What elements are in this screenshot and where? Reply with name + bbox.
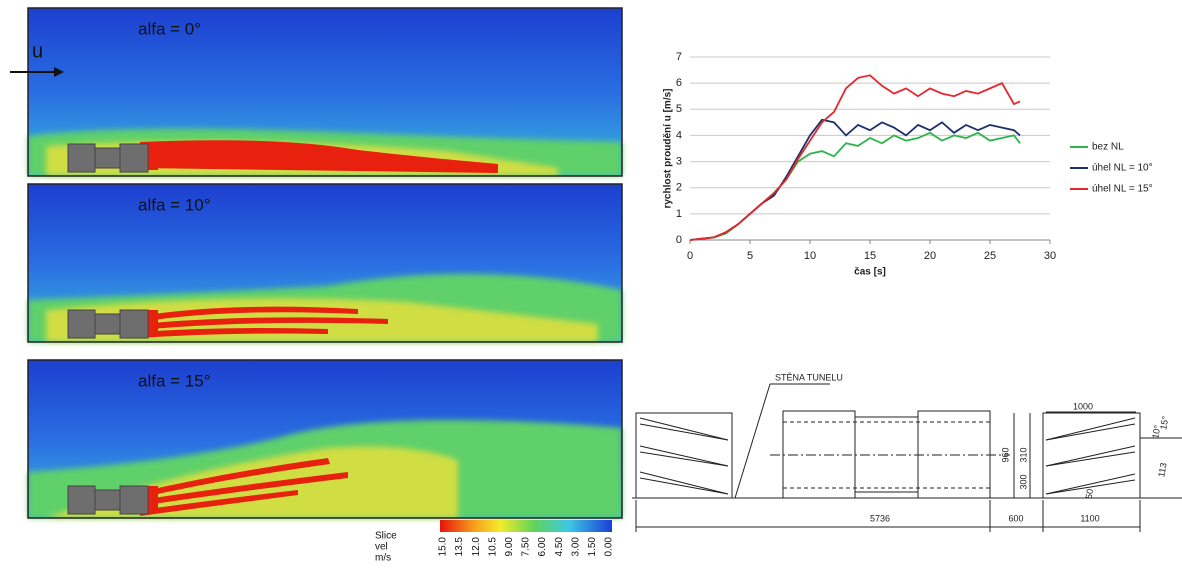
jet-fan: [119, 485, 149, 515]
x-tick-label: 20: [924, 250, 936, 262]
dimension-label: 300: [1018, 474, 1028, 489]
y-tick-label: 3: [676, 155, 682, 167]
dimension-label: 600: [1008, 513, 1023, 523]
y-tick-label: 2: [676, 182, 682, 194]
flow-arrow-head: [54, 67, 64, 77]
jet-fan: [94, 489, 121, 511]
panel-label: alfa = 15°: [138, 371, 211, 390]
dimension-label: 50: [1084, 488, 1096, 500]
legend-label: bez NL: [1092, 142, 1124, 153]
panel-border: [27, 7, 623, 177]
jet-fan: [119, 143, 149, 173]
jet-core: [140, 458, 330, 498]
jet-core: [140, 306, 358, 322]
series-line: [689, 74, 1021, 241]
jet-fan: [94, 313, 121, 335]
cfd-panels: alfa = 0° alfa = 10° alfa = 15°: [27, 7, 623, 519]
colorbar-tick-label: 4.50: [554, 537, 565, 557]
colorbar-tick-label: 12.0: [471, 537, 482, 557]
jet-core: [140, 490, 298, 516]
panel-border: [27, 359, 623, 519]
x-tick-label: 0: [687, 250, 693, 262]
x-tick-label: 5: [747, 250, 753, 262]
y-tick-label: 7: [676, 51, 682, 63]
dimension-label: 310: [1018, 447, 1028, 462]
wall-label: STĚNA TUNELU: [775, 372, 843, 382]
colorbar-tick-label: 10.5: [487, 537, 498, 557]
legend-label: úhel NL = 15°: [1092, 184, 1153, 195]
legend-label: úhel NL = 10°: [1092, 163, 1153, 174]
flow-label: u: [32, 40, 43, 62]
x-tick-label: 15: [864, 250, 876, 262]
colorbar-title: m/s: [375, 553, 391, 564]
cfd-panel: alfa = 10°: [27, 183, 623, 343]
panel-border: [27, 183, 623, 343]
x-axis-label: čas [s]: [854, 267, 886, 278]
technical-drawing: STĚNA TUNELU 1000 15°10° 310 960 300 113 50 5736…: [632, 372, 1182, 532]
colorbar-tick-label: 1.50: [587, 537, 598, 557]
colorbar-tick-label: 9.00: [504, 537, 515, 557]
colorbar-tick-label: 3.00: [570, 537, 581, 557]
colorbar-tick-label: 7.50: [521, 537, 532, 557]
dimension-label: 10°: [1150, 424, 1162, 440]
jet-core: [140, 140, 498, 173]
panel-label: alfa = 0°: [138, 19, 201, 38]
jet-fan: [67, 309, 96, 339]
dimension-label: 1000: [1073, 401, 1093, 411]
panel-label: alfa = 10°: [138, 195, 211, 214]
dimension-label: 113: [1156, 462, 1168, 478]
jet-fan: [67, 143, 96, 173]
colorbar-tick-label: 6.00: [537, 537, 548, 557]
dimension-label: 15°: [1158, 415, 1170, 431]
colorbar-title: Slice: [375, 531, 397, 542]
jet-fan: [67, 485, 96, 515]
jet-core: [140, 472, 348, 506]
jet-core: [140, 328, 328, 338]
jet-fan: [94, 147, 121, 169]
y-tick-label: 0: [676, 234, 682, 246]
colorbar-title: vel: [375, 542, 388, 553]
x-tick-label: 25: [984, 250, 996, 262]
jet-core: [140, 317, 388, 330]
cfd-panel: alfa = 0°: [27, 7, 623, 177]
jet-fan: [119, 309, 149, 339]
y-tick-label: 6: [676, 77, 682, 89]
line-chart: 0 1 2 3 4 5 6 7 0 5 10 15 20 25 30 čas [s] rychlost prou…: [663, 51, 1153, 278]
y-tick-label: 4: [676, 129, 682, 141]
y-axis-label: rychlost proudění u [m/s]: [663, 88, 674, 208]
y-tick-label: 5: [676, 103, 682, 115]
colorbar-tick-label: 0.00: [604, 537, 615, 557]
dimension-label: 5736: [870, 513, 890, 523]
colorbar: [440, 520, 612, 532]
cfd-panel: alfa = 15°: [27, 359, 623, 519]
dimension-label: 960: [1000, 447, 1010, 462]
x-tick-label: 30: [1044, 250, 1056, 262]
dimension-label: 1100: [1080, 513, 1099, 523]
colorbar-tick-label: 15.0: [438, 537, 449, 557]
colorbar-tick-label: 13.5: [454, 537, 465, 557]
x-tick-label: 10: [804, 250, 816, 262]
y-tick-label: 1: [676, 208, 682, 220]
